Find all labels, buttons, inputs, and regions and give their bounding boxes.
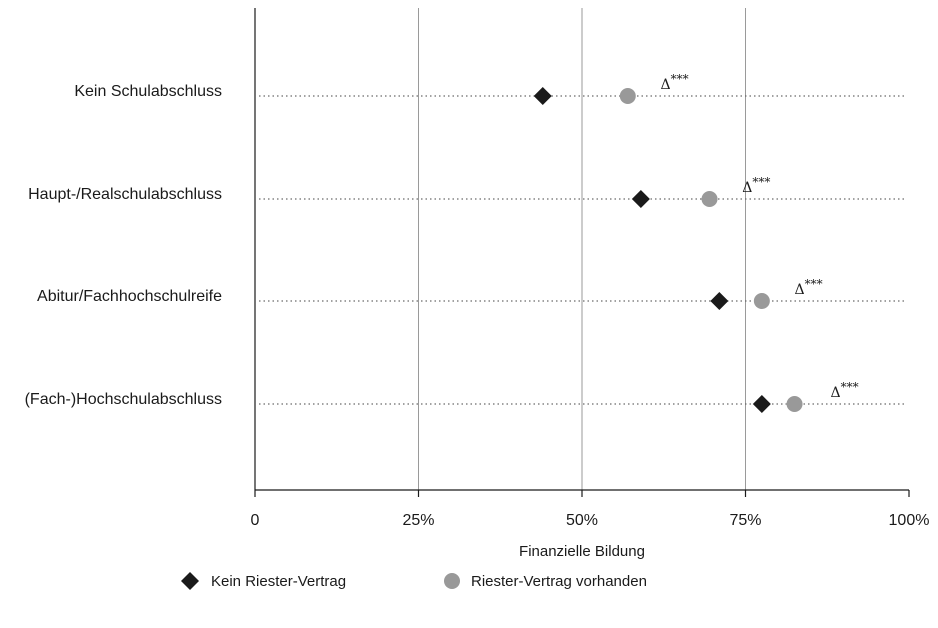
point-riester-vorhanden [786,396,803,412]
point-kein-riester [631,190,650,208]
x-tick-label: 0 [251,512,260,529]
point-riester-vorhanden [619,88,636,104]
category-label: Haupt-/Realschulabschluss [28,186,222,203]
x-tick-label: 50% [566,512,598,529]
x-tick-label: 75% [729,512,761,529]
significance-annotations: Δ*** Δ*** Δ*** Δ*** [660,72,858,401]
category-labels: Kein Schulabschluss Haupt-/Realschulabsch… [25,83,223,408]
significance-annotation: Δ*** [831,380,859,401]
legend: Kein Riester-Vertrag Riester-Vertrag vor… [181,572,647,590]
category-label: Kein Schulabschluss [74,83,222,100]
significance-annotation: Δ*** [660,72,688,93]
x-tick-label: 100% [889,512,930,529]
legend-label-riester-vorhanden: Riester-Vertrag vorhanden [471,573,647,590]
point-kein-riester [710,292,729,310]
point-riester-vorhanden [701,191,718,207]
significance-annotation: Δ*** [742,175,770,196]
legend-label-kein-riester: Kein Riester-Vertrag [211,573,346,590]
point-kein-riester [533,87,552,105]
category-label: (Fach-)Hochschulabschluss [25,391,222,408]
data-marks [533,87,803,413]
point-kein-riester [752,395,771,413]
x-tick-label: 25% [402,512,434,529]
legend-circle-marker [444,573,460,589]
legend-diamond-marker [181,572,199,590]
x-axis-title: Finanzielle Bildung [519,543,645,560]
gridlines [418,8,746,490]
point-riester-vorhanden [753,293,770,309]
significance-annotation: Δ*** [795,277,823,298]
x-ticks: 0 25% 50% 75% 100% [251,490,930,529]
category-label: Abitur/Fachhochschulreife [37,288,222,305]
